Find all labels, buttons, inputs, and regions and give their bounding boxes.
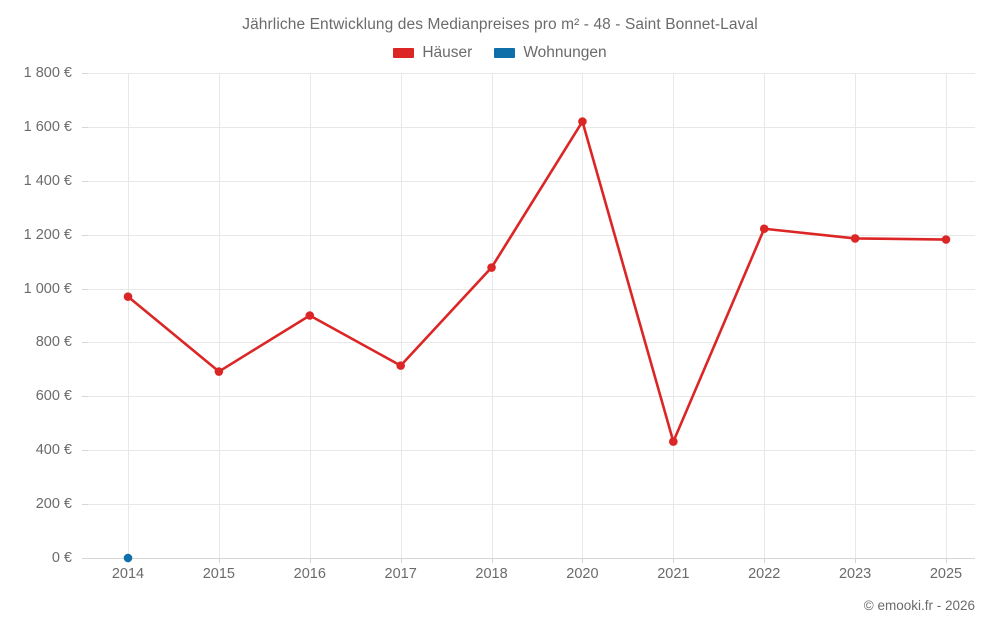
chart-legend: Häuser Wohnungen [0,44,1000,62]
legend-swatch-hauser [393,48,415,58]
chart-title: Jährliche Entwicklung des Medianpreises … [242,16,758,33]
y-axis-tick-mark [82,558,88,559]
y-axis-tick-label: 1 000 € [23,280,72,297]
y-axis-tick-mark [82,234,88,236]
x-axis-tick-mark [309,558,311,563]
y-axis-tick-label: 200 € [35,496,72,513]
gridline-vertical [218,73,220,558]
x-axis-tick-label: 2014 [111,566,145,582]
x-axis-tick-mark [673,558,675,563]
x-axis-tick-label: 2021 [657,566,690,582]
gridline-vertical [400,73,402,558]
y-axis-tick-label: 1 800 € [23,65,72,81]
x-axis-tick-label: 2015 [202,566,236,582]
y-axis-tick-mark [82,126,88,128]
gridline-horizontal [88,450,975,452]
x-axis-tick-mark [855,558,857,563]
gridline-vertical [491,73,493,558]
x-axis-tick-mark [946,558,947,563]
y-axis-tick-mark [82,504,88,506]
x-axis-tick-mark [764,558,766,563]
y-axis-tick-mark [82,396,88,398]
y-axis-tick-label: 800 € [35,334,72,351]
gridline-vertical [309,73,311,558]
legend-label-wohnungen: Wohnungen [523,44,607,61]
legend-item-wohnungen[interactable]: Wohnungen [494,44,607,62]
gridline-horizontal [88,288,975,290]
y-axis-tick-label: 0 € [51,550,72,566]
x-axis-tick-label: 2018 [475,566,508,582]
x-axis-tick-mark [218,558,220,563]
x-axis-tick-label: 2016 [293,566,326,582]
x-axis-tick-label: 2020 [566,566,599,582]
y-axis-tick-label: 1 200 € [23,226,72,243]
y-axis-tick-label: 400 € [35,442,72,459]
gridline-horizontal [88,126,975,128]
x-axis-tick-mark [491,558,493,563]
legend-label-hauser: Häuser [422,44,473,61]
gridline-horizontal [88,73,975,74]
x-axis-tick-label: 2022 [748,566,781,582]
y-axis-tick-mark [82,180,88,182]
y-axis-tick-mark [82,450,88,452]
footer-credit: © emooki.fr - 2026 [863,598,975,613]
gridline-vertical [855,73,857,558]
gridline-vertical [764,73,766,558]
gridline-horizontal [88,396,975,398]
gridline-vertical [946,73,947,558]
x-axis-tick-mark [582,558,584,563]
legend-swatch-wohnungen [494,48,516,58]
y-axis-tick-mark [82,73,88,74]
gridline-vertical [582,73,584,558]
y-axis-tick-label: 600 € [35,388,72,405]
gridline-vertical [673,73,675,558]
gridline-horizontal [88,504,975,506]
x-axis-tick-label: 2025 [929,566,963,582]
x-axis-tick-label: 2023 [838,566,872,582]
y-axis-tick-label: 1 600 € [23,118,72,135]
plot-area [82,73,975,563]
gridline-horizontal [88,342,975,344]
legend-item-hauser[interactable]: Häuser [393,44,472,62]
gridline-horizontal [88,234,975,236]
x-axis-baseline [88,558,975,559]
y-axis-tick-mark [82,342,88,344]
y-axis-tick-mark [82,288,88,290]
gridline-horizontal [88,180,975,182]
y-axis-tick-label: 1 400 € [23,172,72,189]
x-axis-tick-label: 2017 [384,566,417,582]
x-axis-tick-mark [400,558,402,563]
gridline-vertical [128,73,129,558]
